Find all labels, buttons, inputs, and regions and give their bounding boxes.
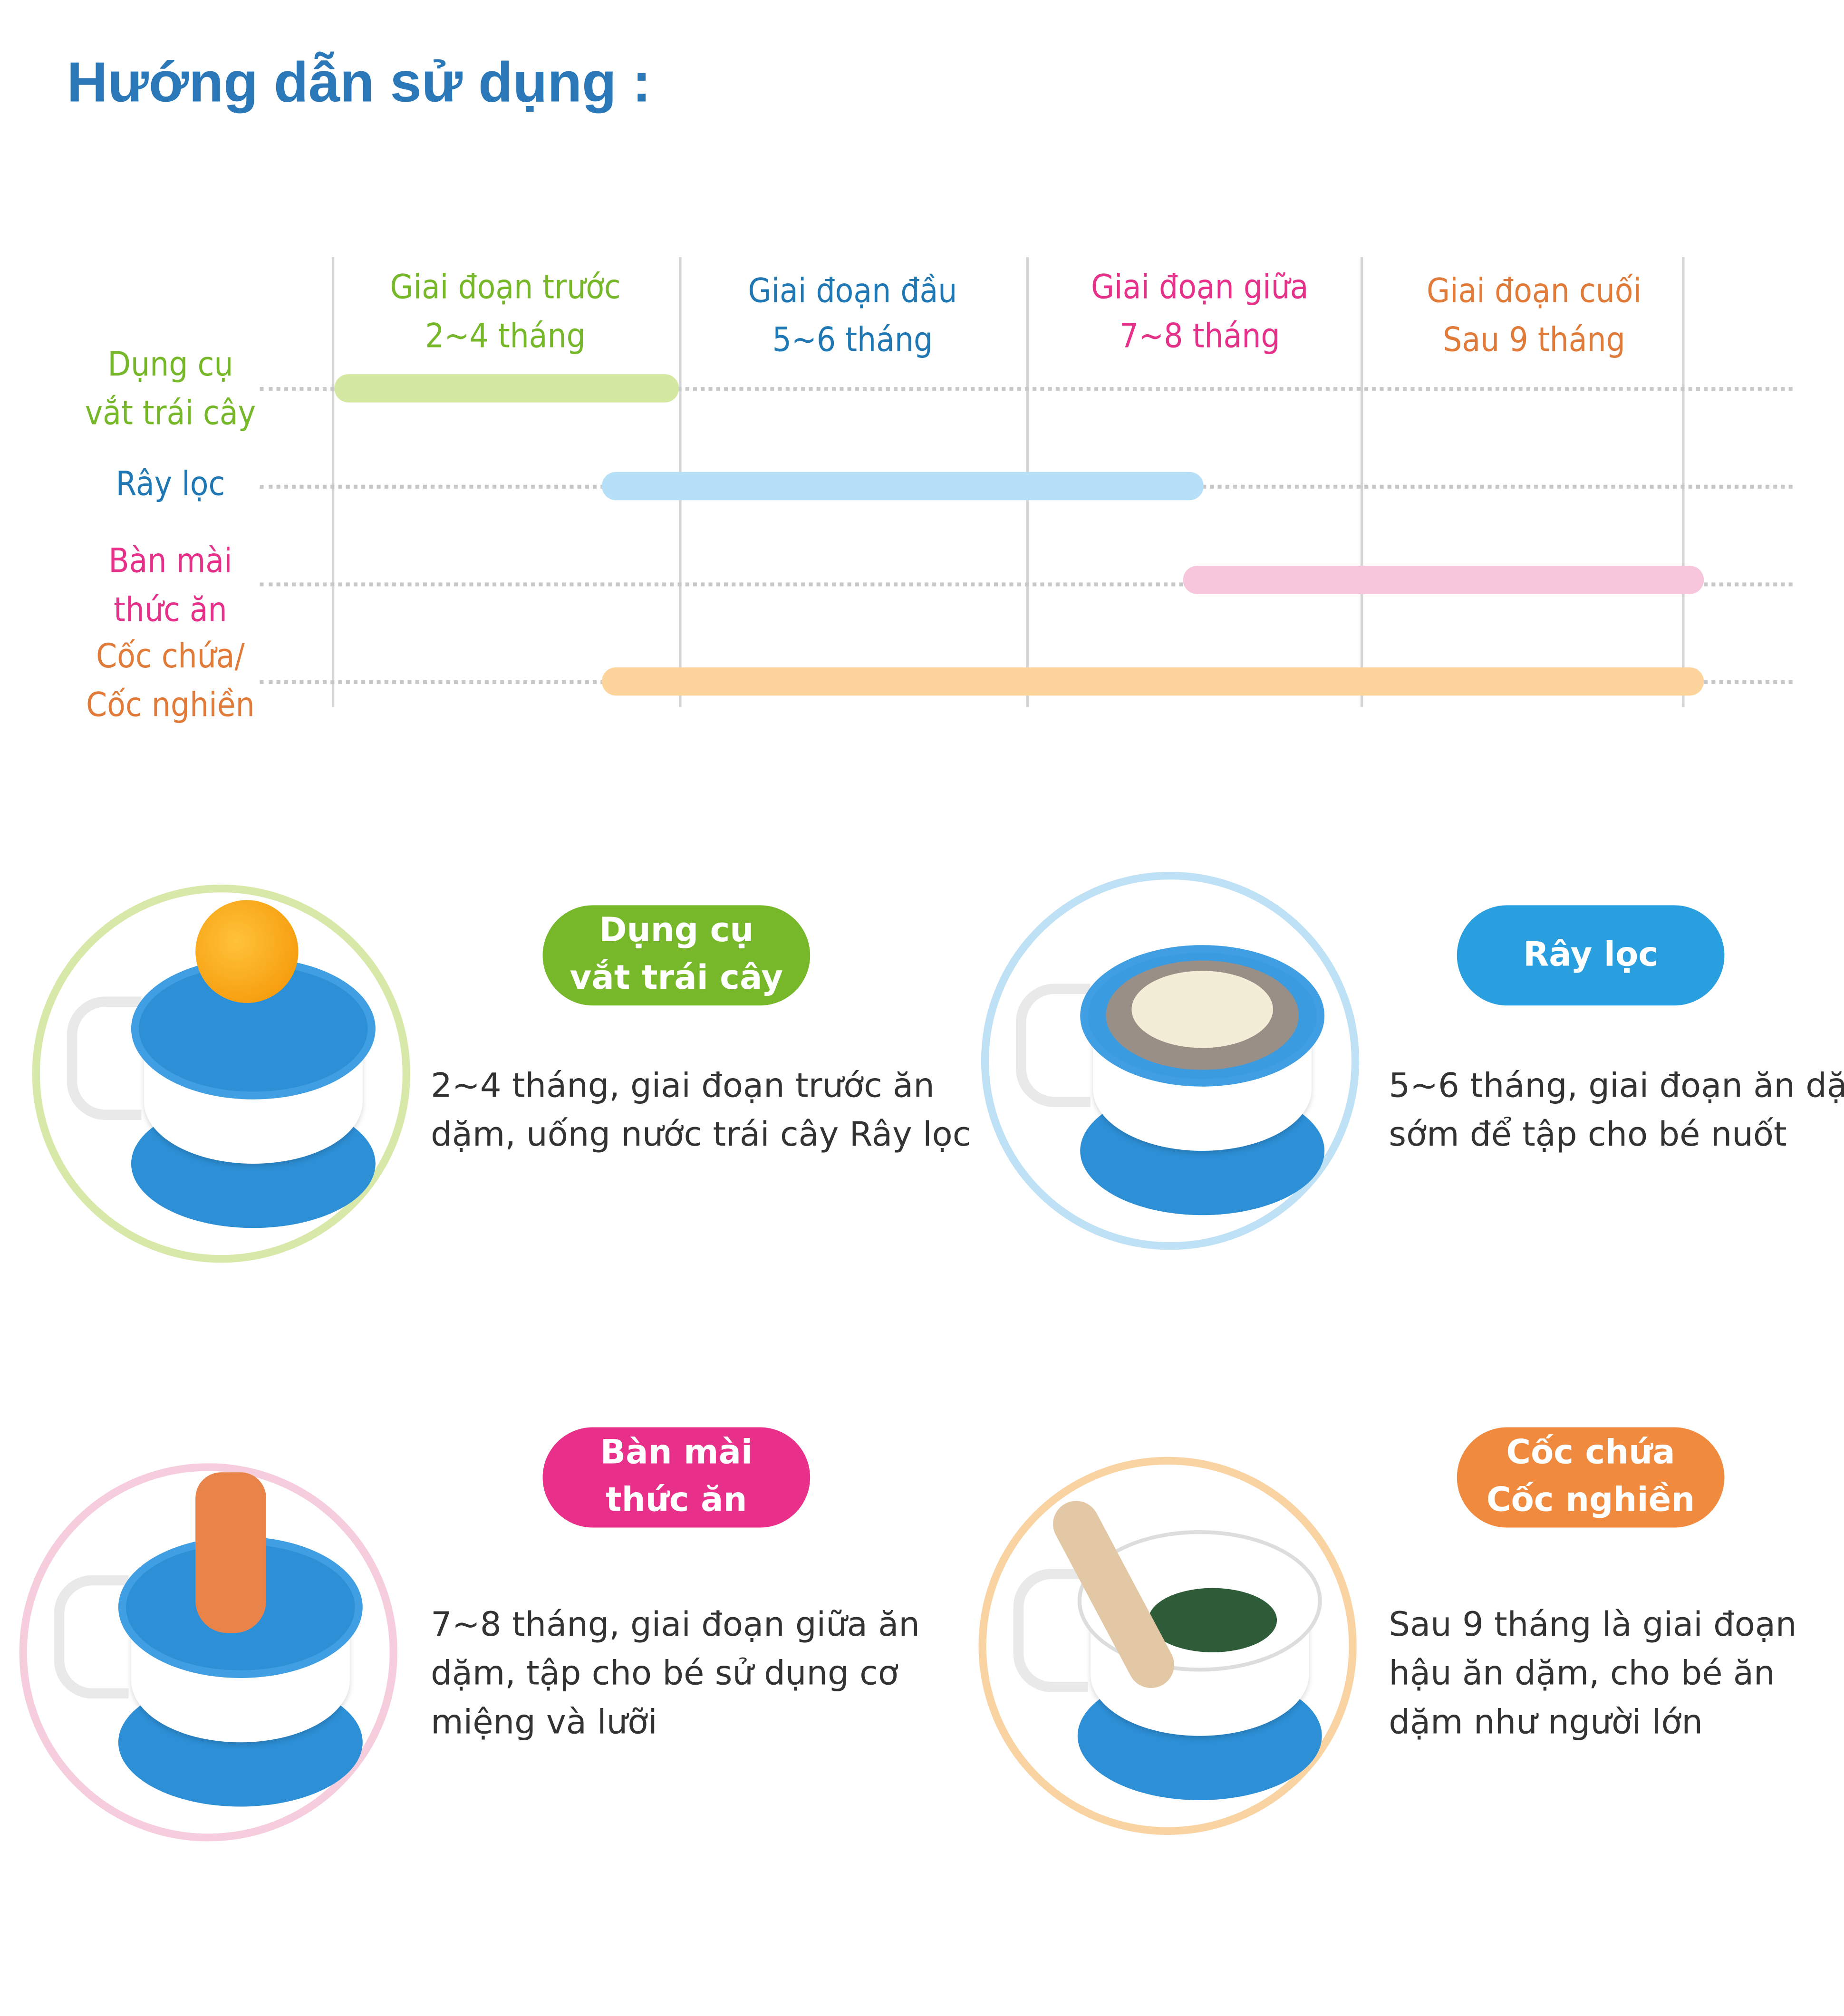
row-label-line: Cốc nghiền [86,686,255,725]
row-label-line: Dụng cụ [107,346,233,385]
row-label: Cốc chứa/Cốc nghiền [51,633,289,731]
product-description: 7~8 tháng, giai đoạn giữa ăn dặm, tập cho… [431,1601,920,1747]
product-description: Sau 9 tháng là giai đoạn hậu ăn dặm, cho … [1389,1601,1796,1747]
pill-line: Bàn mài [600,1434,753,1473]
pill-line: vắt trái cây [570,959,783,998]
pill-line: Cốc chứa [1506,1434,1675,1473]
stage-age: Sau 9 tháng [1443,321,1625,360]
stage-divider [1682,257,1685,707]
stage-name: Giai đoạn giữa [1091,269,1309,308]
strainer-icon [1003,894,1337,1228]
stage-header: Giai đoạn cuối Sau 9 tháng [1367,268,1701,366]
handle-shape [67,996,142,1120]
description-line: 7~8 tháng, giai đoạn giữa ăn [431,1606,920,1645]
pill-text: Dụng cụ vắt trái cây [570,908,783,1003]
product-label-pill: Cốc chứa Cốc nghiền [1457,1427,1725,1528]
stage-bar [334,374,679,403]
stage-name: Giai đoạn trước [390,269,621,308]
pill-text: Bàn mài thức ăn [600,1430,753,1525]
description-line: miệng và lưỡi [431,1704,657,1743]
row-label-line: Bàn mài [108,542,232,581]
row-label: Rây lọc [51,460,289,509]
row-label-line: Rây lọc [116,465,225,504]
pill-text: Rây lọc [1523,932,1658,979]
stage-header: Giai đoạn đầu 5~6 tháng [685,268,1020,366]
page-title: Hướng dẫn sử dụng : [67,51,651,115]
stage-age: 7~8 tháng [1119,318,1280,357]
stage-bar [601,472,1204,501]
orange-shape [195,900,299,1003]
pill-line: Dụng cụ [599,911,754,950]
row-label-line: Cốc chứa/ [96,637,245,676]
product-label-pill: Rây lọc [1457,905,1725,1006]
description-line: sớm để tập cho bé nuốt [1389,1116,1787,1155]
mortar-bowl-icon [1000,1479,1334,1813]
row-label-line: vắt trái cây [85,395,256,434]
row-label: Bàn mài thức ăn [51,538,289,636]
pill-line: thức ăn [606,1481,747,1520]
handle-shape [1015,984,1091,1108]
stage-age: 5~6 tháng [772,321,933,360]
handle-shape [54,1575,129,1699]
row-guide-line [260,582,1793,587]
description-line: 5~6 tháng, giai đoạn ăn dặm [1389,1067,1844,1106]
stage-header: Giai đoạn giữa 7~8 tháng [1033,264,1367,362]
stage-name: Giai đoạn cuối [1426,272,1642,311]
description-line: 2~4 tháng, giai đoạn trước ăn [431,1067,935,1106]
spinach-shape [1148,1588,1277,1652]
description-line: hậu ăn dặm, cho bé ăn [1389,1655,1775,1694]
description-line: dặm, uống nước trái cây Rây lọc [431,1116,971,1155]
description-line: dặm như người lớn [1389,1704,1703,1743]
stage-header: Giai đoạn trước 2~4 tháng [338,264,672,362]
product-description: 2~4 tháng, giai đoạn trước ăn dặm, uống n… [431,1062,971,1160]
grater-icon [41,1472,376,1819]
row-label-line: thức ăn [114,591,227,630]
stage-divider [331,257,335,707]
stage-bar [1182,566,1705,594]
fruit-juicer-icon [54,900,388,1241]
product-description: 5~6 tháng, giai đoạn ăn dặm sớm để tập ch… [1389,1062,1844,1160]
product-label-pill: Bàn mài thức ăn [542,1427,811,1528]
stage-age: 2~4 tháng [425,318,586,357]
handle-shape [1013,1569,1088,1692]
row-guide-line [260,387,1793,391]
stage-name: Giai đoạn đầu [748,272,957,311]
pill-text: Cốc chứa Cốc nghiền [1487,1430,1695,1525]
stage-bar [601,667,1705,696]
description-line: dặm, tập cho bé sử dụng cơ [431,1655,898,1694]
pill-line: Rây lọc [1523,935,1659,974]
banana-slices-shape [1131,971,1273,1048]
stage-divider [1360,257,1363,707]
carrot-shape [195,1472,266,1633]
product-label-pill: Dụng cụ vắt trái cây [542,905,811,1006]
description-line: Sau 9 tháng là giai đoạn [1389,1606,1797,1645]
row-label: Dụng cụ vắt trái cây [51,341,289,439]
pill-line: Cốc nghiền [1486,1481,1695,1520]
